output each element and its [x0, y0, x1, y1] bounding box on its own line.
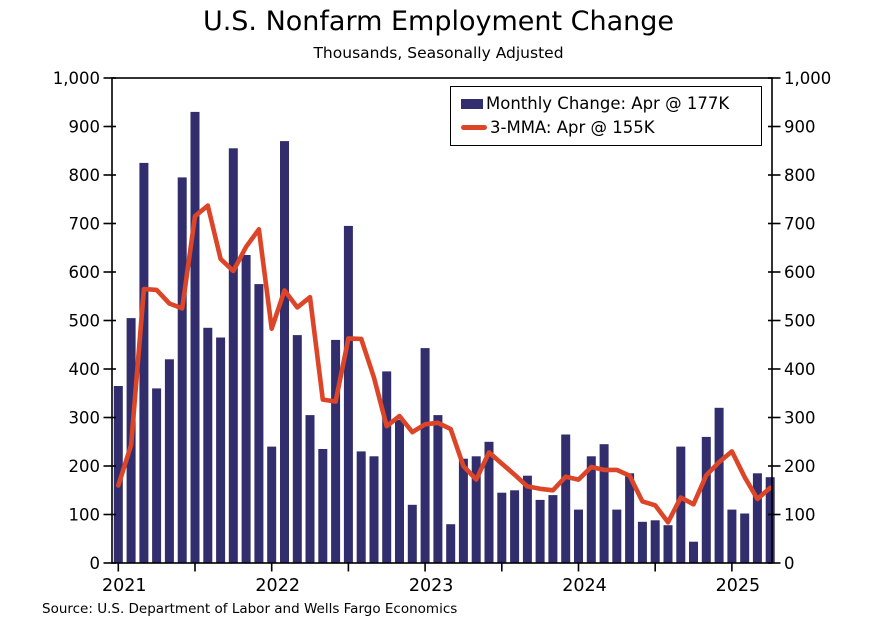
svg-text:1,000: 1,000	[53, 69, 100, 88]
svg-text:900: 900	[69, 118, 101, 137]
svg-text:0: 0	[90, 554, 101, 573]
svg-text:500: 500	[69, 312, 101, 331]
svg-text:900: 900	[784, 118, 816, 137]
svg-text:2025: 2025	[716, 576, 761, 596]
legend-item-3mma: 3-MMA: Apr @ 155K	[461, 117, 755, 137]
svg-text:800: 800	[784, 166, 816, 185]
svg-text:100: 100	[784, 506, 816, 525]
legend-label-monthly-change: Monthly Change: Apr @ 177K	[486, 94, 730, 113]
svg-text:700: 700	[784, 215, 816, 234]
svg-text:200: 200	[69, 457, 101, 476]
svg-text:0: 0	[784, 554, 795, 573]
svg-text:2021: 2021	[102, 576, 147, 596]
chart-title: U.S. Nonfarm Employment Change	[202, 6, 675, 37]
svg-text:400: 400	[69, 360, 101, 379]
three-mma-line	[116, 203, 773, 525]
y-axis-tick-labels-right: 0 100 200 300 400 500 600 700 800 900 1,000	[784, 69, 831, 573]
legend-box: Monthly Change: Apr @ 177K 3-MMA: Apr @ …	[450, 86, 762, 146]
svg-text:600: 600	[69, 263, 101, 282]
svg-text:400: 400	[784, 360, 816, 379]
svg-text:2022: 2022	[255, 576, 300, 596]
line-swatch-icon	[461, 125, 487, 131]
chart-subtitle: Thousands, Seasonally Adjusted	[313, 44, 564, 62]
bar-swatch-icon	[461, 99, 483, 110]
svg-text:300: 300	[784, 409, 816, 428]
svg-text:300: 300	[69, 409, 101, 428]
svg-text:500: 500	[784, 312, 816, 331]
source-note: Source: U.S. Department of Labor and Wel…	[42, 601, 458, 617]
svg-text:1,000: 1,000	[784, 69, 831, 88]
y-axis-ticks	[103, 77, 781, 564]
svg-text:700: 700	[69, 215, 101, 234]
svg-text:2023: 2023	[409, 576, 454, 596]
svg-text:100: 100	[69, 506, 101, 525]
x-axis-year-labels: 2021 2022 2023 2024 2025	[102, 576, 760, 596]
monthly-change-bars	[113, 111, 775, 564]
svg-text:800: 800	[69, 166, 101, 185]
legend-item-monthly-change: Monthly Change: Apr @ 177K	[461, 94, 755, 113]
svg-text:600: 600	[784, 263, 816, 282]
svg-text:200: 200	[784, 457, 816, 476]
svg-text:2024: 2024	[562, 576, 607, 596]
x-axis-ticks	[117, 563, 733, 572]
legend-label-3mma: 3-MMA: Apr @ 155K	[490, 117, 655, 137]
y-axis-tick-labels-left: 0 100 200 300 400 500 600 700 800 900 1,000	[53, 69, 100, 573]
